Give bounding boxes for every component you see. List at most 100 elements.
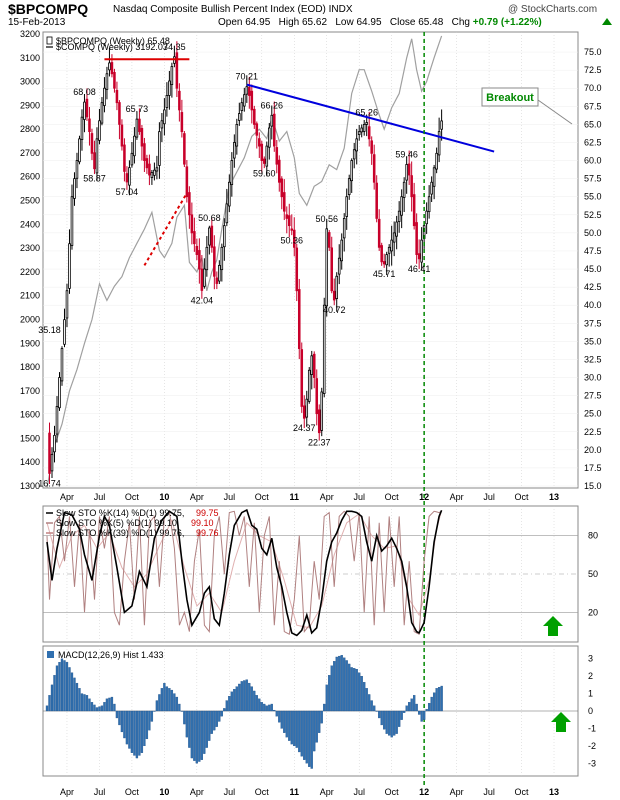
candle-body (153, 169, 156, 176)
macd-hist-bar (305, 710, 308, 764)
macd-x-tick-label: Oct (515, 787, 530, 797)
macd-hist-bar (395, 710, 398, 734)
candle-body (235, 124, 239, 147)
left-y-tick-label: 3100 (20, 53, 40, 63)
annotation-layer: 35.18 16.74 68.08 58.87 57.04 65.73 74.35 50.68… (38, 42, 430, 489)
macd-hist-bar (325, 684, 328, 712)
symbol-label: $BPCOMPQ (8, 1, 89, 17)
right-y-tick-label: 72.5 (584, 65, 602, 75)
macd-x-tick-label: 12 (419, 787, 429, 797)
macd-hist-bar (233, 689, 236, 712)
right-y-tick-label: 45.0 (584, 264, 602, 274)
candle-body (163, 109, 166, 125)
main-x-tick-label: 12 (419, 492, 429, 502)
macd-hist-bar (88, 698, 91, 712)
candle-body (118, 102, 121, 125)
macd-hist-bar (220, 710, 223, 717)
bpi-value-annotation: 65.73 (126, 104, 149, 114)
left-y-tick-label: 1400 (20, 457, 40, 467)
macd-y-tick-label: 3 (588, 654, 593, 664)
macd-hist-bar (270, 703, 273, 712)
macd-hist-bar (300, 710, 303, 757)
main-x-tick-label: Oct (385, 492, 400, 502)
candle-body (337, 257, 341, 275)
candle-body (218, 265, 221, 282)
macd-hist-bar (203, 710, 206, 754)
candle-body (302, 405, 306, 419)
candle-body (355, 138, 358, 152)
macd-hist-bar (90, 702, 94, 712)
left-y-tick-label: 1500 (20, 433, 40, 443)
left-y-tick-label: 1800 (20, 362, 40, 372)
macd-hist-bar (278, 710, 281, 723)
macd-hist-bar (355, 669, 358, 712)
candle-body (238, 113, 241, 121)
macd-hist-bar (348, 663, 351, 712)
candle-body (88, 118, 91, 133)
macd-hist-bar (437, 687, 441, 712)
macd-hist-bar (378, 710, 381, 719)
macd-x-tick-label: Apr (450, 787, 464, 797)
macd-hist-bar (253, 690, 256, 712)
macd-hist-bar (335, 656, 338, 712)
candle-body (115, 89, 119, 104)
candle-body (145, 158, 149, 169)
bpi-value-annotation: 59.46 (395, 149, 418, 159)
macd-hist-bar (417, 710, 421, 715)
macd-hist-bar (288, 710, 291, 741)
macd-hist-bar (398, 710, 401, 727)
macd-hist-bar (193, 710, 196, 761)
macd-hist-bar (338, 655, 341, 712)
candle-body (175, 52, 179, 89)
candle-body (73, 178, 76, 199)
candle-body (295, 247, 299, 292)
right-y-tick-label: 30.0 (584, 373, 602, 383)
candles-layer (48, 41, 443, 484)
macd-x-tick-label: Apr (60, 787, 74, 797)
candle-body (75, 160, 79, 179)
macd-hist-bar (255, 695, 258, 712)
brand-label: @ StockCharts.com (508, 4, 598, 15)
candle-body (248, 86, 251, 96)
candle-body (370, 140, 373, 154)
bpi-value-annotation: 57.04 (116, 187, 139, 197)
macd-hist-bar (140, 710, 144, 753)
candle-body (210, 225, 214, 248)
macd-hist-bar (65, 662, 69, 712)
candle-body (310, 355, 314, 375)
macd-hist-bar (163, 682, 166, 712)
macd-hist-bar (375, 710, 378, 712)
candle-body (130, 152, 134, 166)
macd-hist-bar (400, 710, 403, 720)
macd-hist-bar (213, 710, 216, 731)
left-y-tick-label: 1600 (20, 410, 40, 420)
macd-hist-bar (75, 682, 79, 712)
bpi-value-annotation: 22.37 (308, 438, 331, 448)
candle-body (417, 253, 421, 260)
candle-body (405, 164, 408, 181)
candle-body (190, 214, 194, 234)
macd-hist-bar (135, 710, 139, 759)
sto-y-tick-label: 80 (588, 531, 598, 541)
macd-hist-bar (48, 695, 51, 712)
macd-hist-bar (427, 703, 431, 712)
candle-body (320, 391, 324, 431)
candle-body (103, 87, 106, 106)
macd-hist-bar (100, 705, 104, 712)
macd-hist-bar (83, 694, 86, 712)
candle-body (312, 353, 316, 378)
right-y-tick-label: 62.5 (584, 137, 602, 147)
macd-hist-bar (350, 667, 353, 712)
candle-body (178, 90, 181, 111)
candle-body (357, 131, 361, 135)
macd-layer (45, 655, 571, 769)
main-x-tick-label: Jul (353, 492, 365, 502)
candle-body (290, 228, 294, 231)
candle-body (233, 142, 236, 159)
overlay-lines-layer: Breakout (104, 32, 573, 788)
macd-x-tick-label: Oct (125, 787, 140, 797)
sto-legend-d-value: 99.76 (196, 528, 219, 538)
main-x-tick-label: Jul (224, 492, 236, 502)
main-x-tick-label: Apr (60, 492, 74, 502)
